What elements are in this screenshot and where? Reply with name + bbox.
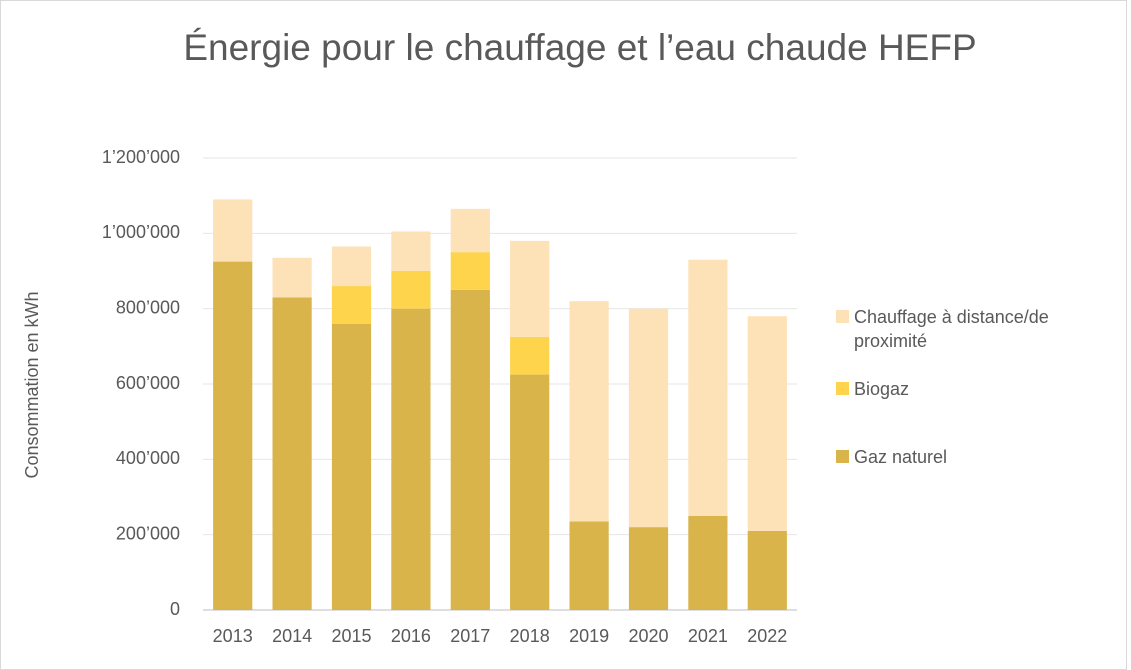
legend-label: Gaz naturel <box>854 447 948 467</box>
legend-item: Chauffage à distance/de proximité <box>836 305 1054 353</box>
x-tick-label: 2017 <box>450 626 490 646</box>
bar-segment <box>747 316 787 531</box>
bar-segment <box>450 252 490 290</box>
y-tick-label: 800’000 <box>116 297 180 317</box>
bar-segment <box>628 527 669 610</box>
x-tick-label: 2015 <box>331 626 371 646</box>
x-tick-label: 2013 <box>213 626 253 646</box>
y-axis-label: Consommation en kWh <box>22 291 42 478</box>
bar-segment <box>331 323 372 610</box>
bar-segment <box>688 259 728 516</box>
bar-segment <box>569 521 609 610</box>
bar-segment <box>391 231 431 271</box>
bar-segment <box>450 289 490 610</box>
y-tick-label: 1’000’000 <box>102 222 180 242</box>
x-tick-label: 2018 <box>510 626 550 646</box>
x-tick-label: 2016 <box>391 626 431 646</box>
bar-segment <box>213 261 253 610</box>
bar-segment <box>272 297 312 610</box>
legend-label: Biogaz <box>854 379 910 399</box>
bar-segment <box>569 301 609 522</box>
bar-segment <box>331 246 372 287</box>
legend-item: Gaz naturel <box>836 445 1054 469</box>
x-tick-label: 2020 <box>628 626 668 646</box>
bar-segment <box>450 208 490 253</box>
x-tick-label: 2019 <box>569 626 609 646</box>
legend-swatch <box>836 382 849 395</box>
bar-segment <box>391 308 431 610</box>
y-tick-label: 0 <box>170 599 180 619</box>
bar-segment <box>391 271 431 309</box>
bar-segment <box>747 530 787 610</box>
chart-title: Énergie pour le chauffage et l’eau chaud… <box>183 27 977 68</box>
x-tick-label: 2014 <box>272 626 312 646</box>
bar-segment <box>628 308 669 528</box>
bar-segment <box>272 257 312 298</box>
legend-item: Biogaz <box>836 377 1054 401</box>
bar-segment <box>510 240 550 337</box>
y-tick-label: 200’000 <box>116 523 180 543</box>
bar-segment <box>688 515 728 610</box>
bar-segment <box>213 199 253 262</box>
y-tick-label: 400’000 <box>116 448 180 468</box>
x-tick-label: 2021 <box>688 626 728 646</box>
bar-segment <box>510 336 550 375</box>
legend-swatch <box>836 450 849 463</box>
y-tick-label: 600’000 <box>116 373 180 393</box>
y-tick-label: 1’200’000 <box>102 147 180 167</box>
x-tick-label: 2022 <box>747 626 787 646</box>
legend-label: Chauffage à distance/de proximité <box>854 307 1049 351</box>
bar-segment <box>331 286 372 324</box>
bar-segment <box>510 374 550 610</box>
legend-swatch <box>836 310 849 323</box>
